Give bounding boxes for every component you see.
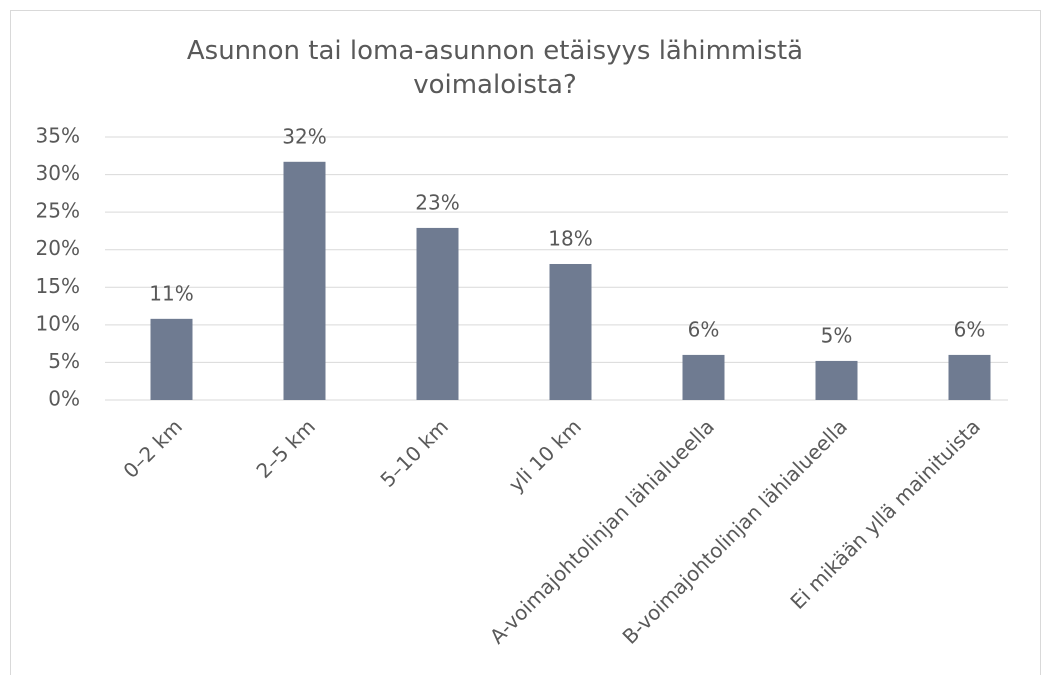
bar xyxy=(283,161,326,400)
bar xyxy=(815,360,858,400)
x-tick-label: yli 10 km xyxy=(504,414,586,496)
data-label: 5% xyxy=(821,323,853,347)
x-tick-label: 0–2 km xyxy=(118,414,187,483)
data-label: 6% xyxy=(688,317,720,341)
x-tick-label: A-voimajohtolinjan lähialueella xyxy=(485,414,719,648)
bar xyxy=(150,318,193,400)
x-tick-label: 2–5 km xyxy=(251,414,320,483)
data-label: 32% xyxy=(282,124,326,148)
data-label: 6% xyxy=(954,317,986,341)
bar xyxy=(416,227,459,400)
chart-title: Asunnon tai loma-asunnon etäisyys lähimm… xyxy=(186,36,804,100)
y-tick-label: 10% xyxy=(36,311,80,335)
data-label: 23% xyxy=(415,190,459,214)
bar xyxy=(948,354,991,400)
chart-border xyxy=(10,10,1041,675)
bar xyxy=(549,263,592,400)
y-tick-label: 0% xyxy=(48,387,80,411)
data-label: 18% xyxy=(548,226,592,250)
y-tick-label: 20% xyxy=(36,236,80,260)
y-tick-label: 25% xyxy=(36,199,80,223)
bar xyxy=(682,354,725,400)
y-tick-label: 35% xyxy=(36,124,80,148)
y-tick-label: 30% xyxy=(36,161,80,185)
y-tick-label: 15% xyxy=(36,274,80,298)
data-label: 11% xyxy=(149,281,193,305)
y-tick-label: 5% xyxy=(48,349,80,373)
x-tick-label: B-voimajohtolinjan lähialueella xyxy=(618,414,852,648)
x-tick-label: 5–10 km xyxy=(375,414,453,492)
